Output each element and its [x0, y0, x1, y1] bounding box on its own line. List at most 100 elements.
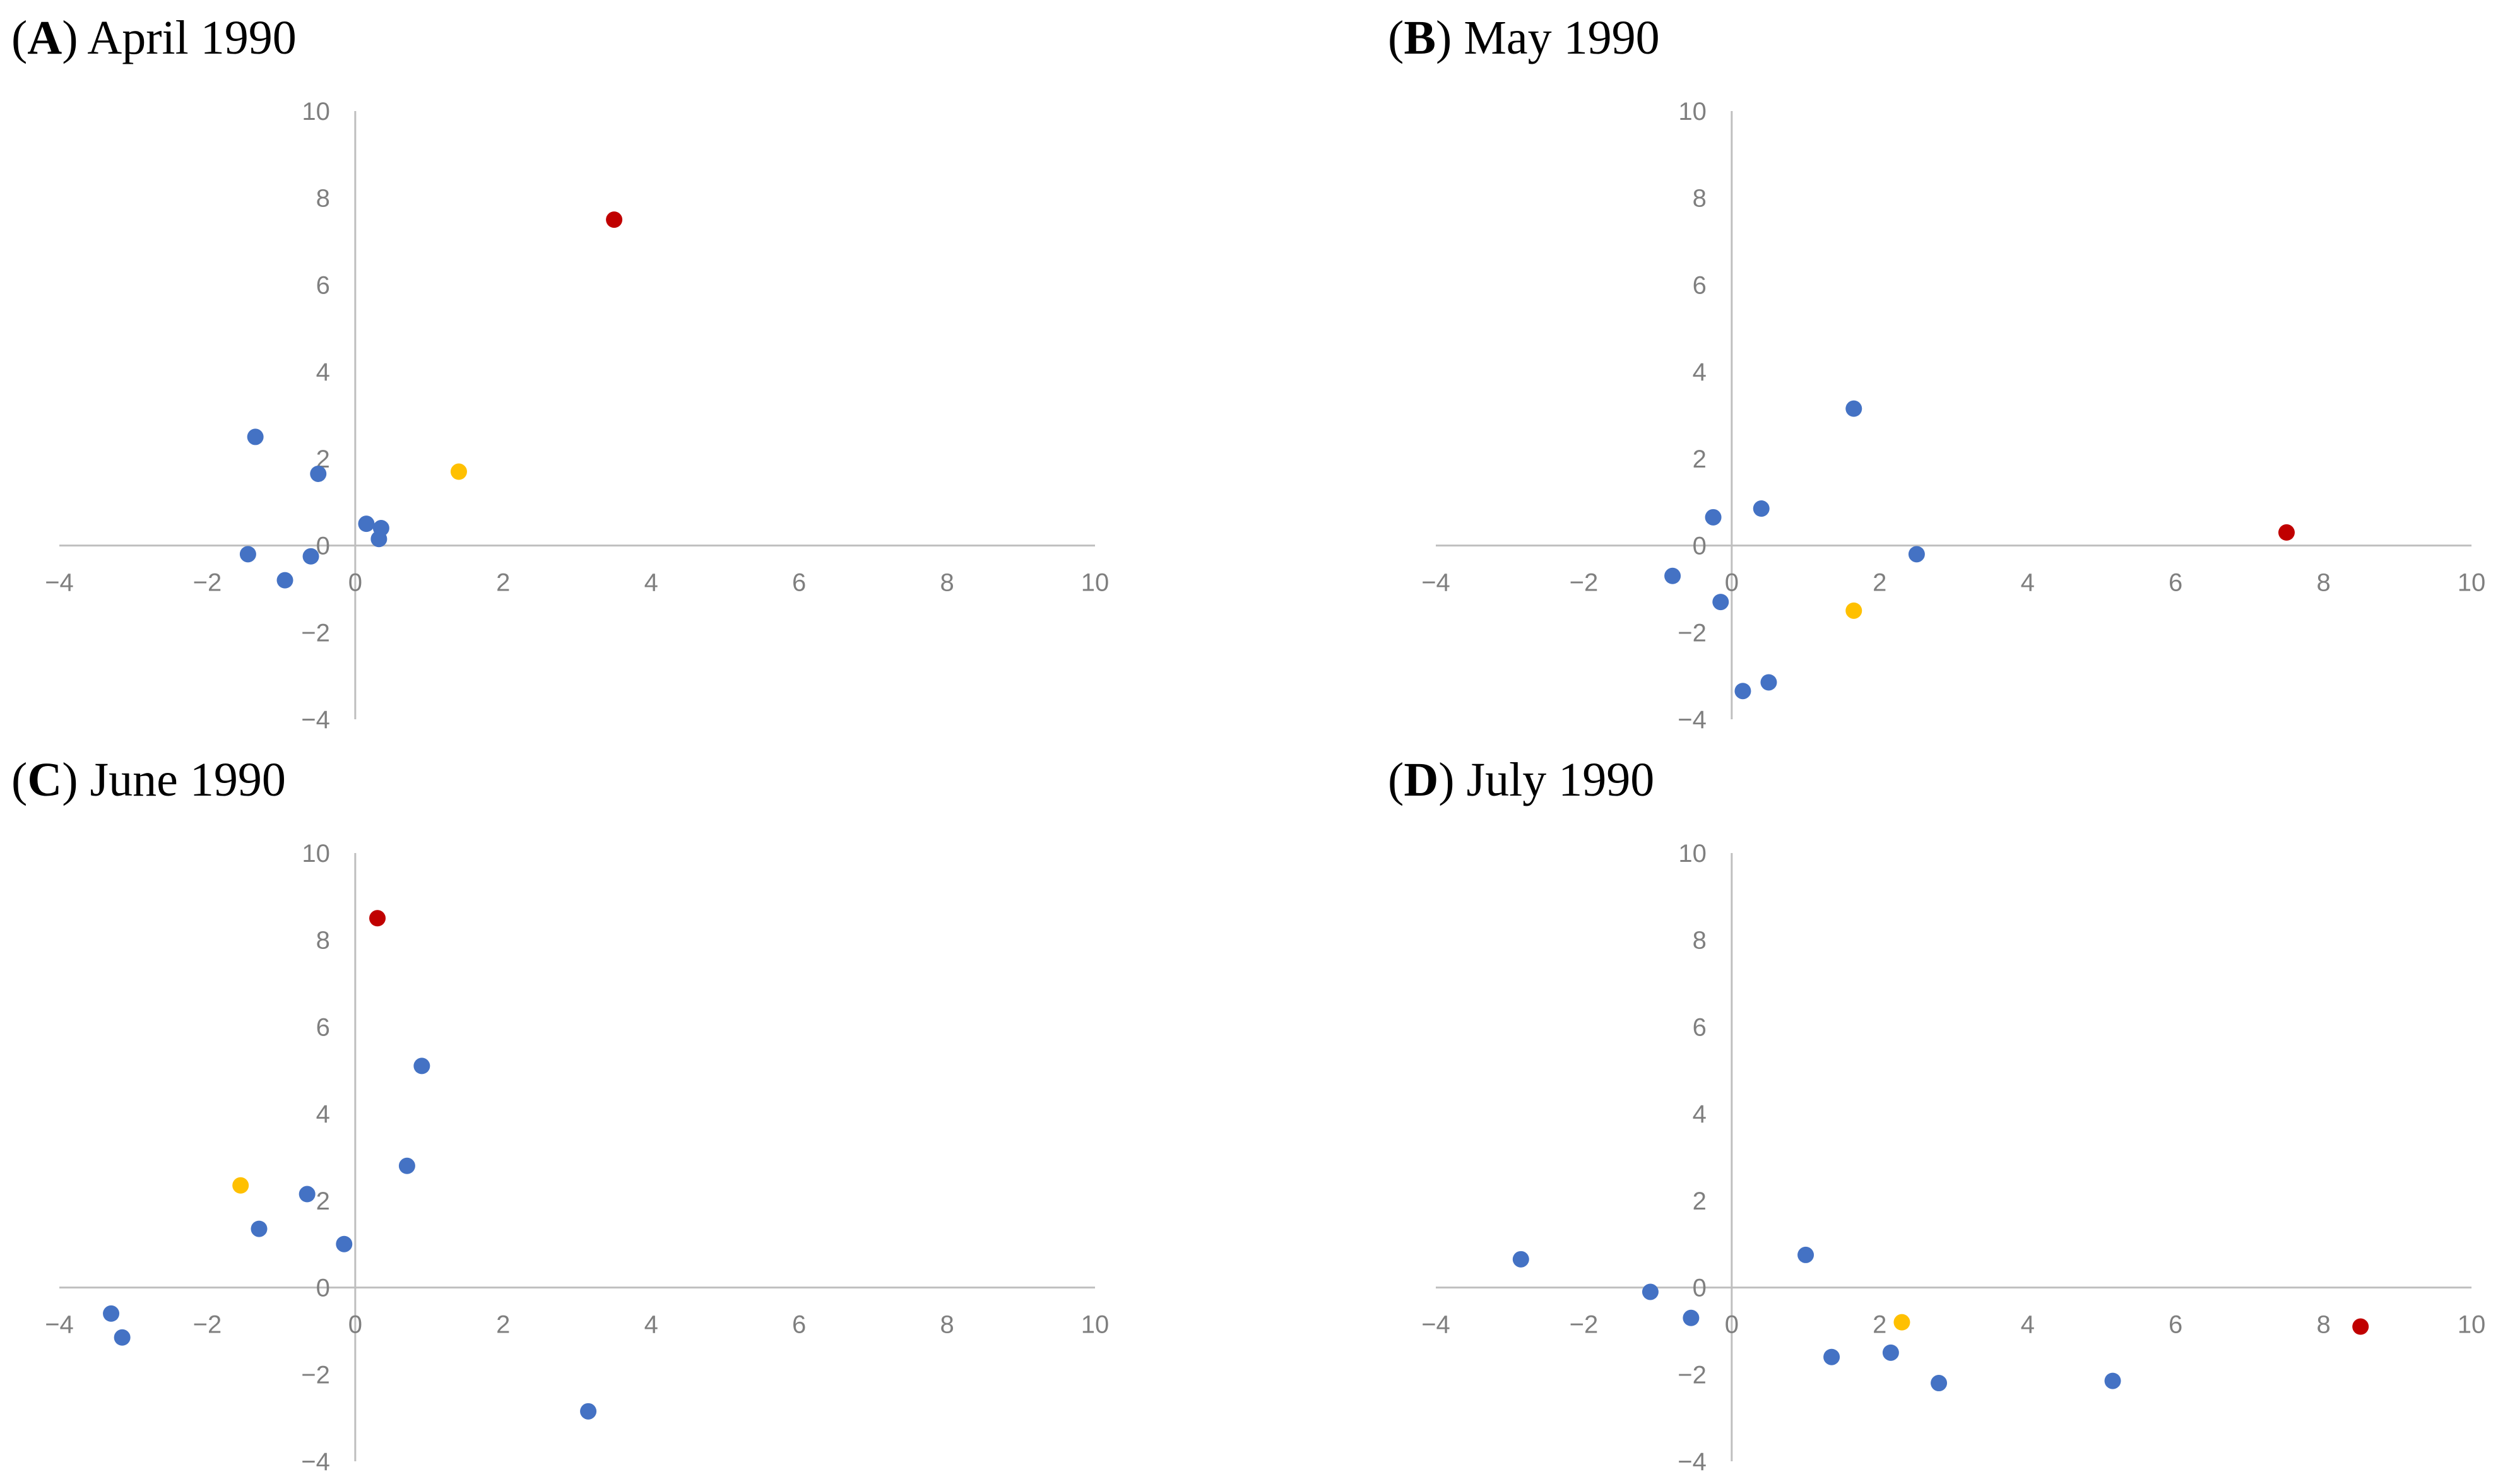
data-point-blue — [251, 1220, 268, 1237]
y-tick-label: 8 — [1693, 927, 1707, 955]
x-tick-label: −2 — [193, 1311, 222, 1339]
data-point-blue — [1683, 1309, 1700, 1326]
x-tick-label: −4 — [1421, 569, 1450, 597]
data-point-blue — [398, 1157, 415, 1174]
x-tick-label: 4 — [644, 569, 658, 597]
y-tick-label: 4 — [1693, 358, 1707, 386]
data-point-blue — [1882, 1344, 1899, 1361]
data-point-blue — [1712, 594, 1729, 611]
y-tick-label: −4 — [301, 706, 330, 734]
data-point-blue — [1512, 1251, 1529, 1268]
data-point-blue — [310, 465, 327, 482]
panel-date: April 1990 — [87, 11, 297, 64]
data-point-blue — [1760, 674, 1777, 691]
x-tick-label: −4 — [45, 1311, 74, 1339]
x-tick-label: 4 — [644, 1311, 658, 1339]
y-tick-label: 10 — [1678, 840, 1707, 868]
data-point-blue — [1734, 683, 1751, 700]
panel-b: (B) May 1990 −4 −2 0 2 4 6 8 10 −4 −2 0 2 4 6 8 10 — [1376, 0, 2498, 742]
scatter-plot-d: −4 −2 0 2 4 6 8 10 −4 −2 0 2 4 6 8 10 — [1421, 840, 2486, 1476]
x-tick-label: 8 — [940, 1311, 954, 1339]
y-tick-label: 2 — [1693, 1187, 1707, 1215]
data-point-red — [369, 910, 386, 927]
data-point-yellow — [1845, 602, 1862, 619]
y-tick-label: 0 — [316, 533, 330, 560]
x-tick-label: 10 — [2458, 1311, 2486, 1339]
panel-letter: B — [1404, 11, 1436, 64]
data-point-red — [2278, 524, 2295, 541]
panel-a: (A) April 1990 −4 −2 0 2 4 6 8 10 −4 −2 0 2 4 6 8 10 — [0, 0, 1249, 742]
y-tick-label: 6 — [1693, 271, 1707, 299]
x-tick-label: 10 — [1081, 1311, 1110, 1339]
y-tick-label: 8 — [1693, 185, 1707, 213]
y-tick-label: 10 — [1678, 98, 1707, 126]
y-tick-label: 4 — [1693, 1100, 1707, 1128]
y-tick-label: 6 — [1693, 1013, 1707, 1041]
data-point-blue — [2104, 1372, 2121, 1389]
panel-date: July 1990 — [1466, 753, 1655, 806]
x-tick-label: 0 — [348, 569, 362, 597]
x-tick-label: 2 — [1873, 569, 1886, 597]
y-tick-label: 2 — [316, 1187, 330, 1215]
data-point-blue — [239, 546, 256, 563]
data-point-blue — [1642, 1283, 1659, 1300]
x-tick-label: 8 — [940, 569, 954, 597]
y-tick-label: 0 — [1693, 1275, 1707, 1302]
y-tick-label: 0 — [1693, 533, 1707, 560]
panel-letter: A — [27, 11, 62, 64]
panel-letter: D — [1404, 753, 1439, 806]
y-tick-label: 10 — [302, 98, 330, 126]
panel-date: June 1990 — [90, 753, 286, 806]
data-point-yellow — [232, 1177, 249, 1194]
panel-title: (D) July 1990 — [1388, 753, 1655, 806]
x-tick-label: 10 — [2458, 569, 2486, 597]
x-tick-label: 10 — [1081, 569, 1110, 597]
data-point-blue — [336, 1235, 353, 1252]
data-point-blue — [358, 515, 375, 533]
y-tick-label: 4 — [316, 1100, 330, 1128]
data-point-blue — [1931, 1375, 1948, 1392]
y-tick-label: −2 — [1678, 619, 1707, 647]
x-tick-label: 6 — [792, 1311, 806, 1339]
x-tick-label: 2 — [496, 1311, 510, 1339]
data-point-blue — [1705, 509, 1722, 526]
scatter-plot-b: −4 −2 0 2 4 6 8 10 −4 −2 0 2 4 6 8 10 — [1421, 98, 2486, 734]
data-point-blue — [1797, 1246, 1814, 1263]
y-tick-label: −4 — [1678, 1448, 1707, 1476]
x-tick-label: 0 — [1725, 1311, 1739, 1339]
y-tick-label: 6 — [316, 1013, 330, 1041]
data-point-blue — [247, 428, 264, 445]
y-tick-label: 8 — [316, 185, 330, 213]
data-point-red — [606, 211, 623, 228]
data-point-blue — [103, 1305, 120, 1322]
data-point-blue — [299, 1186, 316, 1203]
data-point-blue — [302, 548, 319, 565]
panel-d: (D) July 1990 −4 −2 0 2 4 6 8 10 −4 −2 0 2 4 6 8 10 — [1376, 742, 2498, 1484]
panel-title: (A) April 1990 — [11, 11, 297, 64]
y-tick-label: −4 — [301, 1448, 330, 1476]
data-point-blue — [580, 1403, 597, 1420]
data-point-yellow — [1893, 1314, 1910, 1331]
x-tick-label: 8 — [2316, 569, 2330, 597]
y-tick-label: 10 — [302, 840, 330, 868]
x-tick-label: 0 — [1725, 569, 1739, 597]
x-tick-label: 4 — [2021, 1311, 2035, 1339]
data-point-blue — [1664, 567, 1681, 584]
data-point-blue — [1908, 546, 1925, 563]
data-point-blue — [370, 531, 388, 548]
data-point-blue — [1823, 1348, 1840, 1365]
panel-title: (B) May 1990 — [1388, 11, 1660, 64]
data-point-blue — [1845, 400, 1862, 417]
y-tick-label: −4 — [1678, 706, 1707, 734]
x-tick-label: 0 — [348, 1311, 362, 1339]
y-tick-label: −2 — [301, 1361, 330, 1389]
y-tick-label: 8 — [316, 927, 330, 955]
data-point-blue — [276, 572, 293, 589]
panel-date: May 1990 — [1464, 11, 1660, 64]
panel-c: (C) June 1990 −4 −2 0 2 4 6 8 10 −4 −2 0 2 4 6 8 10 — [0, 742, 1249, 1484]
x-tick-label: −4 — [1421, 1311, 1450, 1339]
y-tick-label: −2 — [301, 619, 330, 647]
panel-letter: C — [27, 753, 62, 806]
x-tick-label: −2 — [1570, 1311, 1599, 1339]
